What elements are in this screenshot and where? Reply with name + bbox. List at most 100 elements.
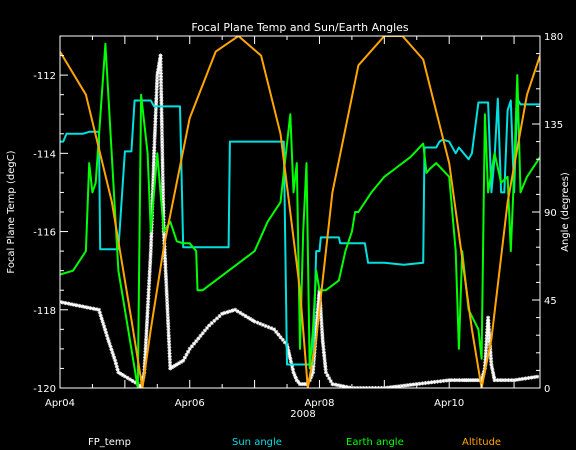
fp-temp-point (484, 336, 489, 341)
fp-temp-point (160, 134, 165, 139)
fp-temp-point (269, 326, 274, 331)
fp-temp-point (147, 278, 152, 283)
fp-temp-point (207, 323, 212, 328)
fp-temp-point (314, 327, 319, 332)
fp-temp-point (319, 318, 324, 323)
fp-temp-point (163, 274, 168, 279)
fp-temp-point (311, 364, 316, 369)
fp-temp-point (159, 128, 164, 133)
fp-temp-point (484, 345, 489, 350)
fp-temp-point (272, 327, 277, 332)
fp-temp-point (152, 145, 157, 150)
fp-temp-point (158, 74, 163, 79)
fp-temp-point (462, 378, 467, 383)
fp-temp-point (157, 61, 162, 66)
fp-temp-point (325, 373, 330, 378)
fp-temp-point (314, 318, 319, 323)
fp-temp-point (170, 365, 175, 370)
fp-temp-point (106, 339, 111, 344)
fp-temp-point (484, 342, 489, 347)
fp-temp-point (155, 73, 160, 78)
fp-temp-point (168, 363, 173, 368)
series-line-sun-angle (60, 97, 540, 366)
fp-temp-point (147, 266, 152, 271)
fp-temp-point (491, 372, 496, 377)
fp-temp-point (274, 329, 279, 334)
fp-temp-point (296, 380, 301, 385)
fp-temp-point (158, 62, 163, 67)
fp-temp-point (503, 378, 508, 383)
fp-temp-point (252, 319, 257, 324)
fp-temp-point (291, 370, 296, 375)
fp-temp-point (147, 269, 152, 274)
fp-temp-point (484, 348, 489, 353)
fp-temp-point (159, 110, 164, 115)
fp-temp-point (160, 154, 165, 159)
fp-temp-point (162, 247, 167, 252)
fp-temp-point (233, 307, 238, 312)
fp-temp-point (167, 342, 172, 347)
fp-temp-point (514, 377, 519, 382)
fp-temp-point (150, 192, 155, 197)
fp-temp-point (146, 284, 151, 289)
y-tick-label-right: 180 (544, 32, 563, 43)
series-line-earth-angle (60, 42, 540, 388)
fp-temp-point (151, 169, 156, 174)
fp-temp-point (159, 101, 164, 106)
fp-temp-point (163, 256, 168, 261)
y-axis-label-left: Focal Plane Temp (degC) (6, 150, 17, 273)
fp-temp-point (151, 175, 156, 180)
fp-temp-point (509, 378, 514, 383)
fp-temp-point (161, 190, 166, 195)
fp-temp-point (486, 324, 491, 329)
fp-temp-point (286, 348, 291, 353)
fp-temp-point (113, 358, 118, 363)
fp-temp-point (316, 296, 321, 301)
fp-temp-point (146, 296, 151, 301)
fp-temp-point (535, 374, 540, 379)
fp-temp-point (160, 146, 165, 151)
fp-temp-point (159, 92, 164, 97)
fp-temp-point (166, 330, 171, 335)
fp-temp-point (142, 361, 147, 366)
fp-temp-point (341, 384, 346, 388)
fp-temp-point (145, 320, 150, 325)
fp-temp-point (243, 314, 248, 319)
fp-temp-point (159, 83, 164, 88)
fp-temp-point (278, 335, 283, 340)
fp-temp-point (71, 302, 76, 307)
fp-temp-point (116, 370, 121, 375)
fp-temp-point (315, 310, 320, 315)
fp-temp-point (311, 367, 316, 372)
fp-temp-point (323, 370, 328, 375)
fp-temp-point (167, 357, 172, 362)
fp-temp-point (154, 90, 159, 95)
fp-temp-point (473, 378, 478, 383)
fp-temp-point (423, 381, 428, 386)
fp-temp-point (96, 307, 101, 312)
fp-temp-point (196, 336, 201, 341)
fp-temp-point (143, 355, 148, 360)
fp-temp-point (319, 315, 324, 320)
fp-temp-point (315, 316, 320, 321)
fp-temp-point (158, 77, 163, 82)
fp-temp-point (143, 349, 148, 354)
fp-temp-point (148, 255, 153, 260)
fp-temp-point (394, 384, 399, 388)
fp-temp-point (319, 321, 324, 326)
fp-temp-point (164, 292, 169, 297)
fp-temp-point (209, 321, 214, 326)
fp-temp-point (222, 310, 227, 315)
fp-temp-point (167, 339, 172, 344)
fp-temp-point (161, 199, 166, 204)
fp-temp-point (184, 352, 189, 357)
fp-temp-point (166, 327, 171, 332)
fp-temp-point (498, 378, 503, 383)
fp-temp-point (160, 178, 165, 183)
fp-temp-point (487, 330, 492, 335)
fp-temp-point (159, 131, 164, 136)
fp-temp-point (163, 268, 168, 273)
fp-temp-point (454, 378, 459, 383)
fp-temp-point (335, 383, 340, 388)
fp-temp-point (161, 205, 166, 210)
